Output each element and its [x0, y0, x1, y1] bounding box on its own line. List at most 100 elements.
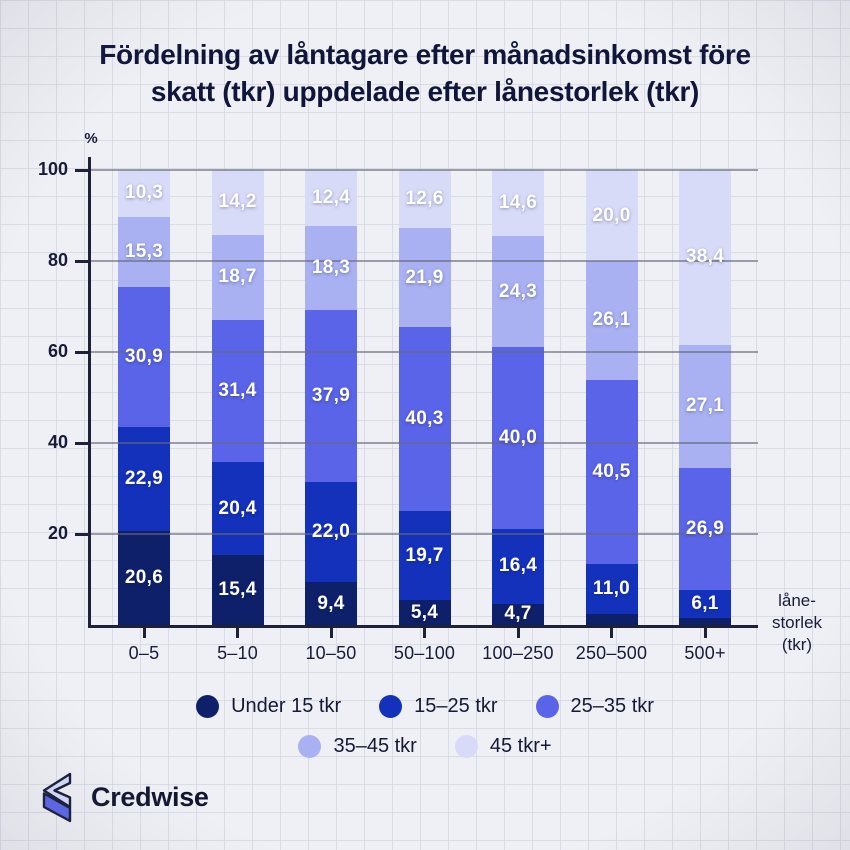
bar-value-label: 4,7 — [504, 603, 532, 625]
chart-title: Fördelning av låntagare efter månadsinko… — [25, 36, 825, 110]
legend-label: 35–45 tkr — [333, 735, 417, 757]
bar-value-label: 37,9 — [311, 384, 351, 406]
bar-segment: 10,3 — [118, 170, 170, 217]
y-axis-tick-100 — [75, 168, 88, 172]
x-axis-category-label-50–100: 50–100 — [393, 643, 456, 663]
bar-value-label: 30,9 — [124, 345, 164, 367]
bar-value-label: 9,4 — [317, 592, 345, 614]
y-axis-tick-label-60: 60 — [47, 341, 68, 361]
gridline-20 — [91, 533, 758, 535]
y-axis-line — [88, 157, 91, 628]
bar-segment: 12,6 — [398, 170, 451, 228]
legend-item: 15–25 tkr — [379, 695, 498, 718]
bar-stack-50–100: 5,4 19,7 40,3 21,9 12,6 — [398, 170, 451, 625]
bar-segment: 31,4 — [211, 319, 264, 463]
x-axis-tick-0–5 — [142, 628, 146, 638]
x-axis-line — [88, 625, 758, 628]
bar-value-label: 20,4 — [218, 497, 257, 519]
legend-swatch — [196, 695, 220, 718]
bar-value-label: 12,4 — [311, 187, 351, 209]
bar-segment: 19,7 — [398, 510, 451, 601]
legend-swatch — [535, 695, 559, 718]
bar-segment: 18,7 — [211, 234, 264, 320]
y-axis-tick-60 — [75, 350, 88, 354]
y-axis-tick-label-40: 40 — [47, 432, 68, 452]
bar-segment: 14,6 — [492, 170, 544, 237]
y-axis-tick-label-80: 80 — [47, 250, 68, 270]
x-axis-tick-500+ — [703, 628, 707, 638]
bar-stack-500+: 6,1 26,9 27,1 38,4 — [679, 170, 731, 625]
y-axis-tick-label-20: 20 — [47, 523, 68, 543]
bar-value-label: 20,6 — [124, 567, 164, 589]
bar-segment: 15,4 — [211, 555, 264, 625]
plot-area: % låne- storlek (tkr) 20 40 60 80 100 20,6 22,… — [38, 130, 822, 663]
x-axis-category-label-250–500: 250–500 — [575, 643, 648, 663]
legend-swatch — [379, 695, 403, 718]
bar-segment: 24,3 — [492, 236, 544, 348]
bar-value-label: 18,3 — [311, 257, 351, 279]
x-axis-title-line-2: storlek — [771, 613, 823, 632]
bar-value-label: 16,4 — [498, 555, 538, 577]
bar-segment: 21,9 — [398, 227, 451, 328]
bar-stack-5–10: 15,4 20,4 31,4 18,7 14,2 — [211, 170, 264, 625]
bar-segment: 37,9 — [305, 309, 357, 483]
gridline-60 — [91, 351, 758, 353]
bar-value-label: 21,9 — [405, 266, 444, 288]
bar-value-label: 31,4 — [218, 379, 257, 401]
x-axis-title: låne- storlek (tkr) — [757, 590, 837, 656]
bar-value-label: 40,0 — [498, 427, 538, 449]
bar-segment: 22,0 — [305, 482, 357, 583]
bar-value-label: 20,0 — [592, 204, 631, 226]
bar-value-label: 15,3 — [124, 240, 164, 262]
x-axis-category-label-5–10: 5–10 — [217, 643, 258, 663]
gridline-40 — [91, 442, 758, 444]
bar-value-label: 24,3 — [498, 280, 538, 302]
bar-segment: 40,5 — [585, 379, 638, 565]
bar-stack-10–50: 9,4 22,0 37,9 18,3 12,4 — [305, 170, 357, 625]
bar-segment: 9,4 — [305, 582, 357, 625]
x-axis-tick-10–50 — [329, 628, 333, 638]
bar-segment: 15,3 — [118, 216, 170, 287]
y-axis-tick-label-100: 100 — [37, 159, 68, 179]
chart-title-line-1: Fördelning av låntagare efter månadsinko… — [99, 39, 751, 70]
bar-segment — [679, 618, 731, 625]
bar-segment: 14,2 — [211, 170, 264, 235]
bar-segment: 18,3 — [305, 226, 357, 310]
x-axis-category-label-500+: 500+ — [684, 643, 726, 663]
legend-item: 45 tkr+ — [454, 735, 552, 758]
bar-value-label: 5,4 — [410, 601, 439, 623]
bar-value-label: 15,4 — [218, 579, 257, 600]
x-axis-category-label-100–250: 100–250 — [482, 643, 554, 663]
bar-segment: 27,1 — [679, 344, 731, 469]
x-axis-title-line-1: låne- — [778, 591, 816, 610]
bar-segment: 26,9 — [679, 468, 731, 591]
bar-segment: 38,4 — [679, 170, 731, 345]
legend-item: Under 15 tkr — [196, 695, 341, 718]
bar-segment: 6,1 — [679, 590, 731, 619]
x-axis-title-line-3: (tkr) — [781, 635, 813, 654]
bar-value-label: 26,9 — [685, 518, 725, 540]
bar-value-label: 27,1 — [685, 395, 725, 417]
brand-name: Credwise — [91, 782, 209, 812]
bar-segment: 40,0 — [492, 347, 544, 530]
bar-value-label: 38,4 — [685, 246, 725, 268]
bar-value-label: 22,0 — [311, 521, 351, 543]
gridline-80 — [91, 260, 758, 262]
bar-segment: 20,0 — [585, 170, 638, 262]
chart-title-line-2: skatt (tkr) uppdelade efter lånestorlek … — [150, 76, 700, 107]
bar-value-label: 10,3 — [124, 182, 164, 204]
x-axis-tick-50–100 — [423, 628, 426, 638]
gridline-100 — [91, 169, 758, 171]
bar-value-label: 18,7 — [218, 266, 257, 288]
bar-value-label: 14,6 — [498, 192, 538, 214]
x-axis-tick-100–250 — [516, 628, 520, 638]
credwise-logo-icon — [38, 772, 78, 823]
y-axis-tick-80 — [75, 259, 88, 263]
bar-stack-0–5: 20,6 22,9 30,9 15,3 10,3 — [118, 170, 170, 625]
y-axis-tick-20 — [75, 532, 88, 536]
y-axis-tick-40 — [75, 441, 88, 445]
bar-value-label: 6,1 — [691, 593, 719, 615]
bar-value-label: 26,1 — [592, 309, 631, 331]
brand-logo: Credwise — [38, 772, 209, 823]
